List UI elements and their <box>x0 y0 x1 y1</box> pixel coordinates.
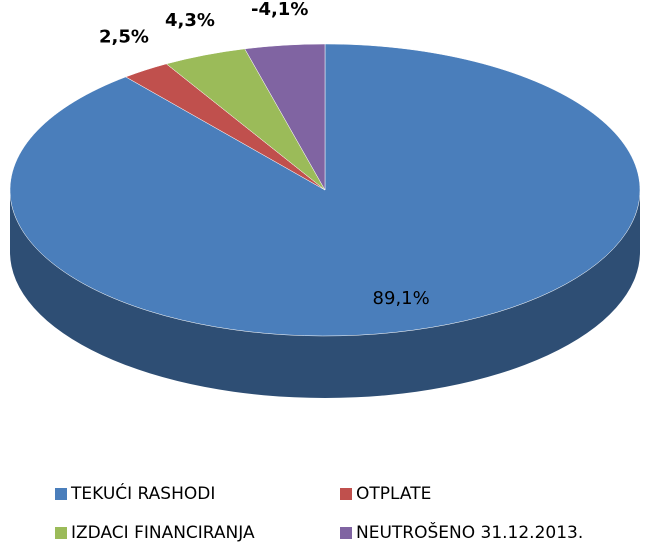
legend-label: NEUTROŠENO 31.12.2013. <box>356 521 583 542</box>
data-label: 2,5% <box>99 27 149 48</box>
legend-label: TEKUĆI RASHODI <box>70 482 215 504</box>
slice <box>244 43 326 191</box>
legend-label: IZDACI FINANCIRANJA <box>71 523 255 542</box>
legend-swatch <box>55 527 67 539</box>
slice-side <box>10 190 640 398</box>
legend-swatch <box>340 527 352 539</box>
legend-swatch <box>55 488 67 500</box>
legend-swatch <box>340 488 352 500</box>
data-label: 4,3% <box>165 10 215 31</box>
legend-label: OTPLATE <box>356 484 431 504</box>
data-label: 89,1% <box>373 288 430 309</box>
data-label: -4,1% <box>251 0 308 20</box>
